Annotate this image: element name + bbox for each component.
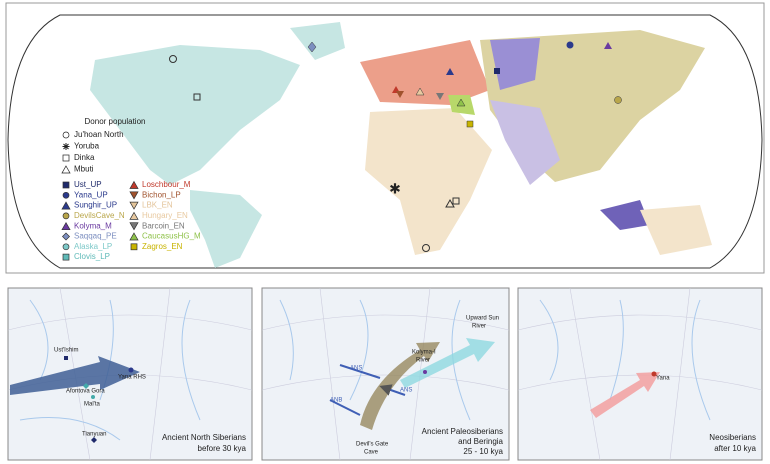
- label: ANB: [330, 398, 342, 404]
- symbol: [129, 232, 139, 241]
- label: Cave: [364, 450, 379, 456]
- label: Mal'ta: [84, 402, 100, 408]
- symbol: [62, 232, 70, 241]
- panel-3: [517, 287, 763, 461]
- symbol: [62, 253, 70, 261]
- symbol: [62, 131, 70, 139]
- label: Upward Sun: [466, 316, 499, 322]
- panel-1: [7, 287, 253, 461]
- label: Neosiberians: [709, 433, 756, 442]
- label: Ancient Paleosiberians: [422, 427, 503, 436]
- panel-texts: Ust'Ishim Yana RHS Afontova Gora Mal'ta …: [54, 316, 757, 457]
- legend-label: Ust_UP: [74, 180, 102, 189]
- legend-label: Loschbour_M: [142, 180, 191, 189]
- label: Ust'Ishim: [54, 348, 78, 354]
- legend-label: Barcoin_EN: [142, 221, 185, 230]
- symbol: [129, 211, 139, 220]
- legend-label: Dinka: [74, 153, 95, 162]
- label: Afontova Gora: [66, 389, 105, 395]
- legend-label: CaucasusHG_M: [142, 232, 201, 241]
- label: after 10 kya: [714, 444, 756, 453]
- legend-label: LBK_EN: [142, 201, 173, 210]
- legend-label: DevilsCave_N: [74, 211, 125, 220]
- symbol: [129, 201, 139, 210]
- legend-label: Sunghir_UP: [74, 201, 117, 210]
- legend-label: Clovis_LP: [74, 252, 110, 261]
- symbol: [129, 180, 139, 189]
- legend-label: Mbuti: [74, 165, 94, 174]
- legend-label: Ju'hoan North: [74, 130, 124, 139]
- label: River: [416, 358, 430, 364]
- symbol: [62, 191, 70, 199]
- symbol: [62, 212, 70, 220]
- legend: Donor population Ju'hoan North Yoruba Dink…: [61, 117, 201, 261]
- panel-2: [261, 287, 510, 461]
- label: before 30 kya: [198, 444, 247, 453]
- symbol: [62, 181, 70, 189]
- label: Tianyuan: [82, 432, 106, 438]
- label: and Beringia: [458, 437, 503, 446]
- symbol: [129, 191, 139, 200]
- label: ANS: [400, 388, 412, 394]
- legend-label: Zagros_EN: [142, 242, 183, 251]
- label: River: [472, 324, 486, 330]
- world-map: ✱: [7, 14, 763, 269]
- symbol: [61, 221, 71, 231]
- symbol: [62, 243, 70, 251]
- label: ANS: [350, 366, 362, 372]
- label: Ancient North Siberians: [162, 433, 246, 442]
- symbol: [62, 154, 70, 162]
- symbol: [129, 222, 139, 231]
- legend-label: Saqqaq_PE: [74, 232, 117, 241]
- symbol: [62, 143, 70, 150]
- label: Kolyma-I: [412, 350, 436, 356]
- label: Devil's Gate: [356, 442, 389, 448]
- legend-label: Kolyma_M: [74, 221, 112, 230]
- legend-label: Yana_UP: [74, 190, 108, 199]
- symbol: [130, 243, 138, 251]
- legend-label: Yoruba: [74, 142, 100, 151]
- symbol: [61, 201, 71, 210]
- symbol: [61, 165, 71, 174]
- legend-title: Donor population: [85, 117, 146, 126]
- svg-text:✱: ✱: [389, 181, 401, 197]
- legend-label: Alaska_LP: [74, 242, 112, 251]
- label: 25 - 10 kya: [463, 447, 503, 456]
- label: Yana RHS: [118, 375, 146, 381]
- legend-label: Hungary_EN: [142, 211, 188, 220]
- label: Yana: [656, 376, 670, 382]
- legend-label: Bichon_LP: [142, 190, 181, 199]
